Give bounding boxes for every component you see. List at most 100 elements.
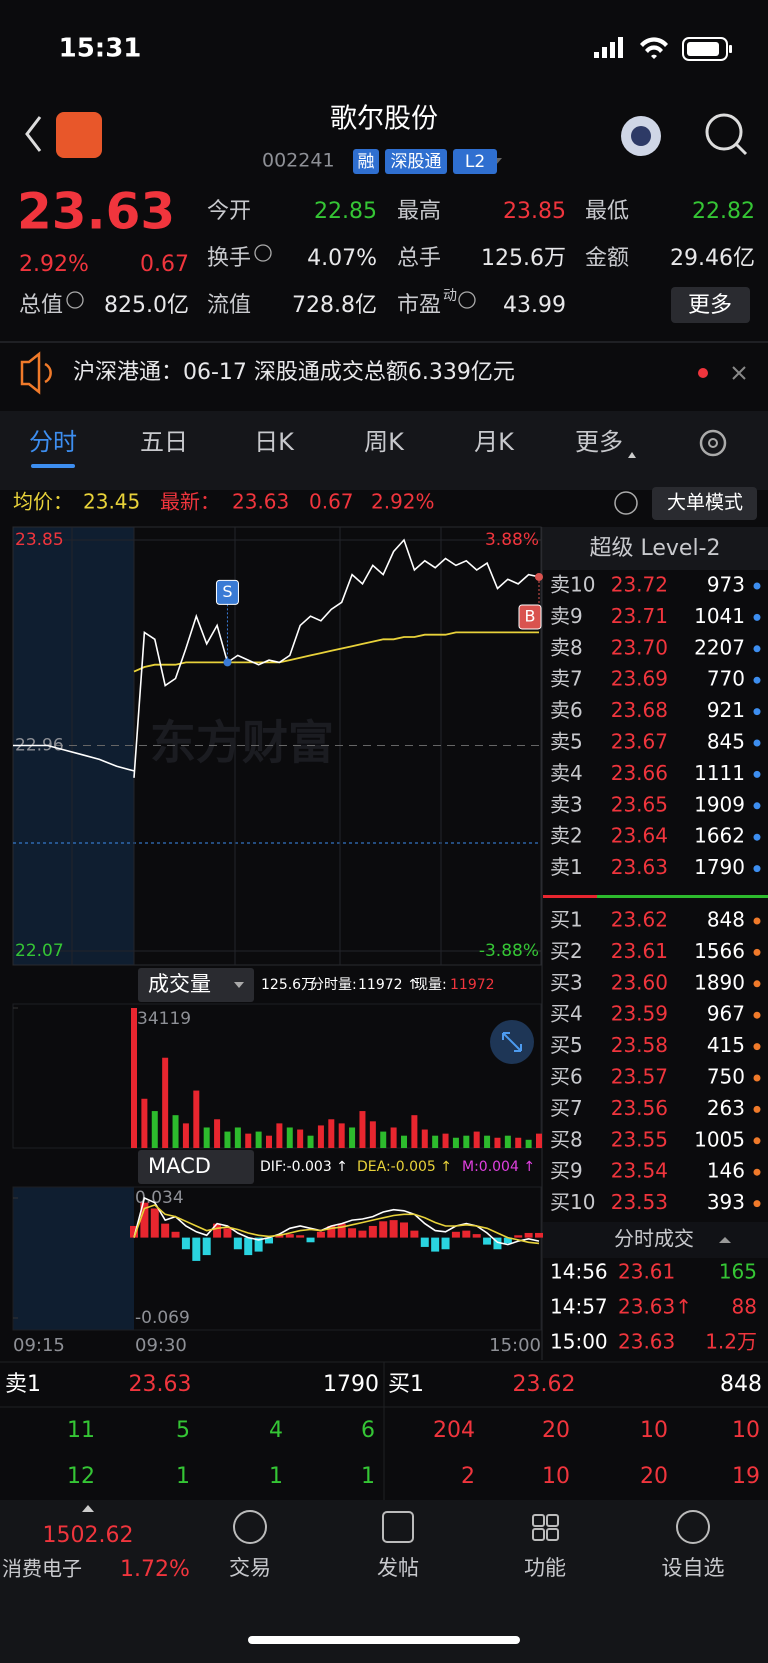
field-label: 流值 bbox=[207, 293, 251, 318]
book-dot bbox=[753, 1168, 761, 1176]
marker-point bbox=[223, 658, 232, 667]
book-label: 卖2 bbox=[550, 824, 583, 848]
book-price: 23.56 bbox=[611, 1096, 668, 1120]
macd-bar bbox=[462, 1230, 471, 1238]
search-button[interactable] bbox=[705, 113, 743, 151]
book-dot bbox=[753, 1137, 761, 1145]
tag-text: 融 bbox=[358, 152, 375, 172]
queue-order: 1 bbox=[176, 1464, 190, 1489]
notice-text[interactable]: 沪深港通：06-17 深股通成交总额6.339亿元 bbox=[73, 360, 515, 385]
macd-bar bbox=[441, 1237, 450, 1250]
book-dot bbox=[753, 739, 761, 747]
book-price: 23.72 bbox=[611, 573, 668, 597]
book-label: 卖4 bbox=[550, 761, 583, 785]
tab[interactable]: 周K bbox=[364, 428, 405, 456]
nav-item[interactable]: 交易 bbox=[229, 1556, 271, 1580]
queue-order: 4 bbox=[269, 1418, 283, 1443]
volume-label-box[interactable] bbox=[138, 968, 254, 1002]
volume-bar bbox=[255, 1131, 262, 1148]
volume-bar bbox=[276, 1123, 283, 1148]
book-dot bbox=[753, 1074, 761, 1082]
book-volume: 1005 bbox=[694, 1127, 745, 1151]
queue-price: 23.62 bbox=[513, 1372, 576, 1397]
tab[interactable]: 日K bbox=[254, 428, 295, 456]
book-price: 23.57 bbox=[611, 1065, 668, 1089]
book-volume: 1111 bbox=[694, 761, 745, 785]
more-button[interactable] bbox=[671, 287, 750, 323]
macd-bar bbox=[472, 1234, 481, 1238]
macd-bar bbox=[431, 1237, 440, 1252]
tab[interactable]: 月K bbox=[474, 428, 515, 456]
macd-bar bbox=[223, 1228, 232, 1238]
volume-bar bbox=[203, 1127, 210, 1148]
macd-bar bbox=[379, 1221, 388, 1238]
book-label: 买8 bbox=[550, 1127, 583, 1151]
book-label: 卖1 bbox=[550, 855, 583, 879]
book-volume: 921 bbox=[707, 698, 745, 722]
book-label: 卖9 bbox=[550, 604, 583, 628]
macd-dif: DIF:-0.003 ↑ bbox=[260, 1159, 348, 1175]
macd-label-box[interactable] bbox=[138, 1150, 254, 1184]
book-volume: 1909 bbox=[694, 792, 745, 816]
tab-caret bbox=[628, 452, 636, 458]
volume-label[interactable]: 成交量 bbox=[148, 972, 211, 996]
nav-icon-part bbox=[532, 1528, 545, 1541]
queue-order: 12 bbox=[67, 1464, 95, 1489]
nav-icon-part bbox=[546, 1528, 559, 1541]
trade-time: 14:56 bbox=[550, 1260, 608, 1284]
volume-bar bbox=[494, 1137, 501, 1148]
info-icon[interactable] bbox=[254, 244, 272, 262]
macd-bar bbox=[306, 1237, 315, 1243]
macd-bar bbox=[202, 1237, 211, 1256]
watermark: 东方财富 bbox=[150, 716, 334, 770]
volume-bar bbox=[452, 1137, 459, 1148]
speaker-icon bbox=[20, 351, 52, 395]
more-button-text[interactable]: 更多 bbox=[688, 293, 732, 318]
book-price: 23.68 bbox=[611, 698, 668, 722]
book-label: 买3 bbox=[550, 970, 583, 994]
book-dot bbox=[753, 917, 761, 925]
close-button[interactable] bbox=[732, 366, 746, 380]
info-icon[interactable] bbox=[66, 291, 84, 309]
tab[interactable]: 五日 bbox=[140, 428, 188, 456]
info-change-pct: 2.92% bbox=[371, 490, 435, 514]
macd-label[interactable]: MACD bbox=[148, 1154, 211, 1178]
macd-bar bbox=[524, 1232, 533, 1238]
queue-order: 10 bbox=[732, 1418, 760, 1443]
expand-icon bbox=[502, 1032, 522, 1052]
book-dot bbox=[753, 802, 761, 810]
nav-item[interactable]: 设自选 bbox=[662, 1556, 725, 1580]
book-volume: 146 bbox=[707, 1159, 745, 1183]
help-button[interactable] bbox=[614, 491, 638, 515]
volume-current-label: 现量: bbox=[414, 977, 447, 993]
volume-bar bbox=[390, 1127, 397, 1148]
book-dot bbox=[753, 1200, 761, 1208]
book-label: 卖6 bbox=[550, 698, 583, 722]
book-dot bbox=[753, 708, 761, 716]
tab[interactable]: 分时 bbox=[29, 428, 77, 456]
book-dot bbox=[753, 865, 761, 873]
field-label: 总手 bbox=[397, 246, 441, 271]
tab[interactable]: 更多 bbox=[575, 428, 623, 456]
nav-item[interactable]: 发帖 bbox=[377, 1556, 419, 1580]
back-button[interactable] bbox=[25, 116, 42, 152]
info-icon[interactable] bbox=[458, 291, 476, 309]
book-price: 23.64 bbox=[611, 824, 668, 848]
field-label: 金额 bbox=[585, 246, 629, 271]
y-tick-label: -0.069 bbox=[135, 1308, 190, 1328]
info-avg-label: 均价： bbox=[13, 490, 73, 514]
settings-button[interactable] bbox=[699, 429, 727, 457]
volume-bar bbox=[338, 1123, 345, 1148]
book-label: 买10 bbox=[550, 1190, 595, 1214]
mode-button-text[interactable]: 大单模式 bbox=[667, 492, 743, 514]
nav-item[interactable]: 功能 bbox=[524, 1556, 566, 1580]
volume-bar bbox=[525, 1139, 532, 1148]
macd-m: M:0.004 ↑ bbox=[462, 1159, 535, 1175]
index-value[interactable]: 1502.62 bbox=[43, 1523, 134, 1548]
status-icons bbox=[594, 37, 732, 61]
queue-order: 5 bbox=[176, 1418, 190, 1443]
macd-bar bbox=[181, 1237, 190, 1250]
book-price: 23.61 bbox=[611, 939, 668, 963]
assistant-face bbox=[631, 126, 651, 146]
mode-button[interactable] bbox=[652, 487, 757, 520]
